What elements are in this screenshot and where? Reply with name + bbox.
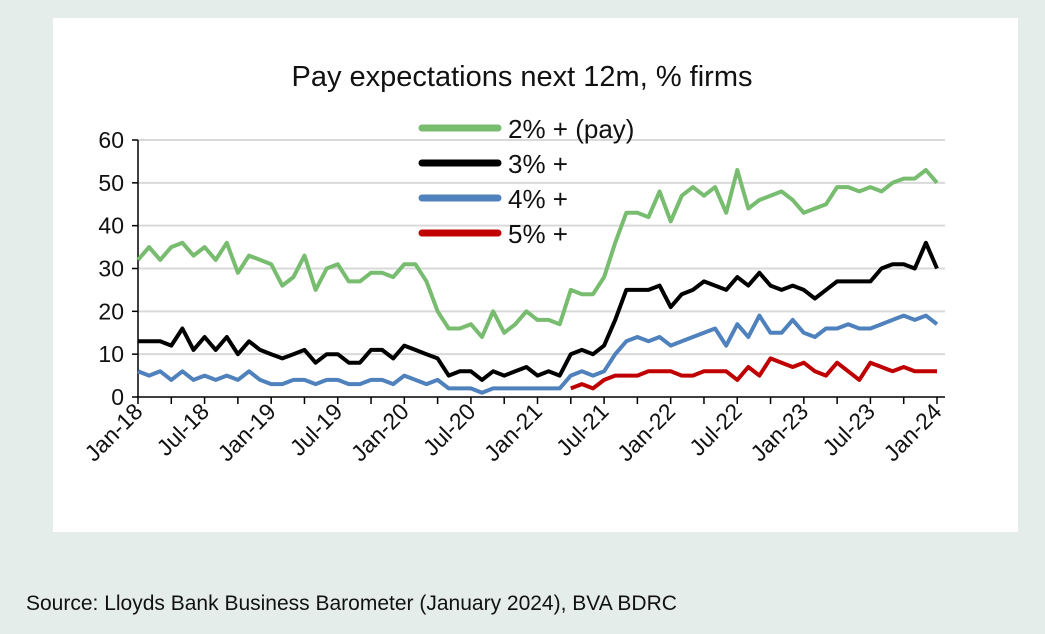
- y-tick-label: 30: [98, 256, 124, 282]
- y-tick-label: 50: [98, 170, 124, 196]
- series-line-2: [137, 313, 939, 395]
- y-tick-label: 60: [98, 127, 124, 153]
- legend-label: 3% +: [508, 149, 568, 179]
- legend-label: 2% + (pay): [508, 114, 634, 144]
- series-line-1: [138, 240, 939, 382]
- x-tick-label: Jan-20: [346, 398, 414, 466]
- y-tick-label: 20: [98, 298, 124, 324]
- y-tick-label: 40: [98, 213, 124, 239]
- chart-title: Pay expectations next 12m, % firms: [292, 61, 753, 93]
- series-line-3: [570, 356, 937, 391]
- x-tick-label: Jul-21: [551, 398, 614, 461]
- x-tick-label: Jul-22: [684, 398, 747, 461]
- chart-panel: [53, 18, 1018, 532]
- x-tick-label: Jul-18: [151, 398, 214, 461]
- x-tick-label: Jul-23: [817, 398, 880, 461]
- x-tick-label: Jan-22: [612, 398, 680, 466]
- legend-label: 4% +: [508, 184, 568, 214]
- source-note: Source: Lloyds Bank Business Barometer (…: [26, 592, 677, 615]
- x-tick-label: Jan-23: [745, 398, 813, 466]
- y-tick-label: 10: [98, 341, 124, 367]
- legend-label: 5% +: [508, 219, 568, 249]
- x-tick-label: Jul-19: [285, 398, 348, 461]
- x-tick-label: Jan-21: [479, 398, 547, 466]
- x-tick-label: Jan-19: [213, 398, 281, 466]
- series-line-0: [136, 168, 939, 339]
- y-tick-label: 0: [111, 384, 124, 410]
- x-tick-label: Jan-24: [878, 398, 946, 466]
- x-tick-label: Jul-20: [418, 398, 481, 461]
